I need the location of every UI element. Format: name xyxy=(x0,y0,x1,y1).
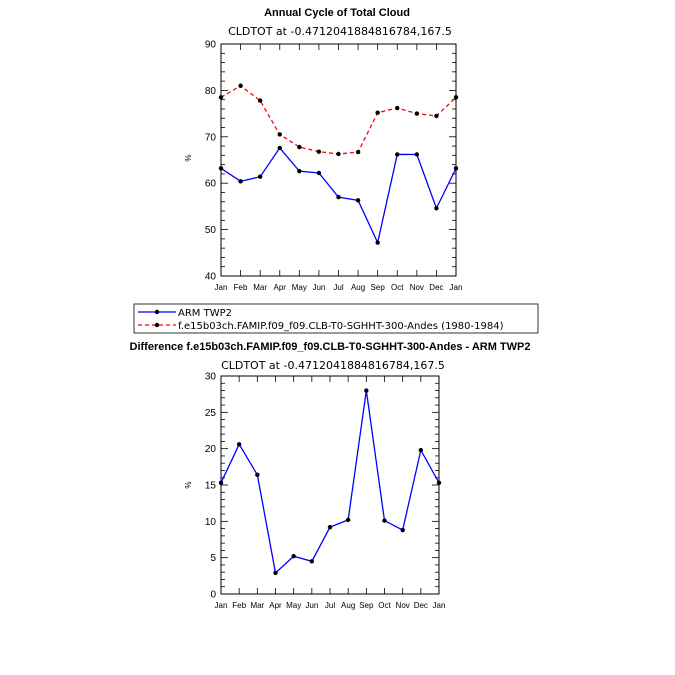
bottom-chart-frame xyxy=(220,375,440,595)
top-chart-ytick-label: 50 xyxy=(205,225,217,236)
bottom-chart-xtick-label: Mar xyxy=(250,601,264,610)
bottom-chart-xtick-label: Jun xyxy=(305,601,318,610)
top-chart-ytick-label: 40 xyxy=(205,272,217,283)
top-chart-series-1-point xyxy=(414,111,420,116)
top-chart-xtick-label: May xyxy=(292,283,307,292)
bottom-chart-plot: Jan Feb Mar Apr May Jun Jul Aug Sep Oct Nov Dec Jan0… xyxy=(205,372,446,611)
bottom-chart-series-0-point xyxy=(327,524,333,530)
legend-label-model: f.e15b03ch.FAMIP.f09_f09.CLB-T0-SGHHT-30… xyxy=(178,321,504,332)
bottom-chart-xtick-label: Feb xyxy=(232,601,246,610)
top-chart-xtick-label: Jan xyxy=(215,283,228,292)
legend-label-arm: ARM TWP2 xyxy=(178,308,232,319)
top-chart-xtick-label: Dec xyxy=(429,283,443,292)
bottom-chart-series-0-point xyxy=(345,517,351,523)
top-chart-series-1-point xyxy=(277,132,282,137)
bottom-chart-series-0-point xyxy=(382,518,387,523)
top-chart-series-0-point xyxy=(277,145,282,151)
top-chart-xtick-label: Oct xyxy=(391,283,404,292)
top-chart-series-1-point xyxy=(238,83,243,88)
legend-box xyxy=(133,303,539,334)
bottom-chart-series-0-point xyxy=(418,447,424,453)
top-chart-series-1-point xyxy=(453,95,459,100)
bottom-chart-xtick-label: Oct xyxy=(378,601,391,610)
top-chart-series-1-point xyxy=(395,105,400,111)
bottom-chart-ylabel: % xyxy=(184,481,193,488)
legend-marker-model xyxy=(154,322,160,328)
top-chart-frame xyxy=(220,43,457,277)
bottom-chart-series-0-point xyxy=(309,559,315,564)
bottom-chart-series-0-point xyxy=(273,570,278,576)
bottom-chart-xtick-label: Aug xyxy=(341,601,355,610)
top-chart-series-line-1 xyxy=(220,84,457,155)
top-chart-series-0-point xyxy=(297,168,302,174)
bottom-chart-ytick-label: 30 xyxy=(205,372,217,383)
top-chart-xtick-label: Jun xyxy=(312,283,325,292)
top-chart-series-1-point xyxy=(218,95,224,100)
bottom-chart-xtick-label: Sep xyxy=(359,601,374,610)
top-chart-series-0-point xyxy=(316,170,322,176)
top-chart-xtick-label: Mar xyxy=(253,283,267,292)
top-chart-series-0-point xyxy=(336,194,341,200)
top-chart-ytick-label: 70 xyxy=(205,132,217,143)
top-chart-series-0-point xyxy=(355,198,361,203)
bottom-chart-series-0-point xyxy=(255,472,260,478)
top-chart-series-0-point xyxy=(238,179,243,184)
top-chart-series-0-point xyxy=(434,206,439,211)
legend: ARM TWP2 f.e15b03ch.FAMIP.f09_f09.CLB-T0… xyxy=(133,303,539,334)
bottom-chart-subtitle: CLDTOT at -0.4712041884816784,167.5 xyxy=(221,359,445,372)
top-chart-ytick-label: 80 xyxy=(205,86,217,97)
bottom-chart-ytick-label: 5 xyxy=(210,553,216,564)
top-chart-ytick-label: 90 xyxy=(205,40,217,51)
top-chart-series-1-point xyxy=(434,113,439,119)
legend-marker-arm xyxy=(154,309,160,315)
bottom-chart-ytick-label: 15 xyxy=(205,481,217,492)
top-chart-plot: Jan Feb Mar Apr May Jun Jul Aug Sep Oct Nov Dec Jan4… xyxy=(205,40,463,293)
top-chart-ytick-label: 60 xyxy=(205,179,217,190)
top-chart-xtick-label: Feb xyxy=(234,283,248,292)
bottom-chart-xtick-label: Jan xyxy=(215,601,228,610)
top-chart-xtick-label: Sep xyxy=(371,283,386,292)
top-chart-series-1-point xyxy=(257,98,263,103)
bottom-chart-series-line-0 xyxy=(220,390,440,575)
top-chart-xtick-label: Nov xyxy=(410,283,424,292)
bottom-chart-xtick-label: Nov xyxy=(396,601,410,610)
bottom-chart-series-0-point xyxy=(364,388,369,393)
top-chart-series-0-point xyxy=(395,152,400,157)
top-chart-series-1-point xyxy=(375,110,380,115)
bottom-chart-series-0-point xyxy=(218,480,224,486)
top-chart-xtick-label: Jan xyxy=(450,283,463,292)
top-chart-subtitle: CLDTOT at -0.4712041884816784,167.5 xyxy=(228,25,452,38)
bottom-chart-ytick-label: 20 xyxy=(205,444,217,455)
bottom-chart-ytick-label: 0 xyxy=(210,590,216,601)
top-chart-series-1-point xyxy=(297,144,302,150)
top-chart-xtick-label: Jul xyxy=(333,283,343,292)
bottom-chart-series-0-point xyxy=(400,527,405,533)
bottom-chart-series-0-point xyxy=(236,442,242,447)
bottom-chart-xtick-label: May xyxy=(286,601,301,610)
bottom-chart-xtick-label: Dec xyxy=(414,601,428,610)
top-chart-series-0-point xyxy=(218,166,224,171)
top-chart-series-0-point xyxy=(257,174,263,179)
bottom-chart-ytick-label: 25 xyxy=(205,408,217,419)
top-chart-ylabel: % xyxy=(184,154,193,161)
top-chart-series-0-point xyxy=(453,166,459,171)
bottom-chart-xtick-label: Jul xyxy=(325,601,335,610)
bottom-chart-series-0-point xyxy=(436,480,442,486)
top-chart-xtick-label: Apr xyxy=(274,283,287,292)
top-chart-series-1-point xyxy=(316,149,322,154)
bottom-chart-xtick-label: Apr xyxy=(269,601,282,610)
bottom-chart-ytick-label: 10 xyxy=(205,517,217,528)
bottom-chart-title: Difference f.e15b03ch.FAMIP.f09_f09.CLB-… xyxy=(130,341,531,353)
bottom-chart-series-0-point xyxy=(291,554,296,559)
top-chart-title: Annual Cycle of Total Cloud xyxy=(264,7,410,19)
top-chart-series-1-point xyxy=(355,149,361,155)
top-chart-series-0-point xyxy=(375,240,380,245)
bottom-chart-xtick-label: Jan xyxy=(433,601,446,610)
top-chart-xtick-label: Aug xyxy=(351,283,365,292)
top-chart-series-1-point xyxy=(336,151,341,157)
top-chart-series-0-point xyxy=(414,152,420,157)
